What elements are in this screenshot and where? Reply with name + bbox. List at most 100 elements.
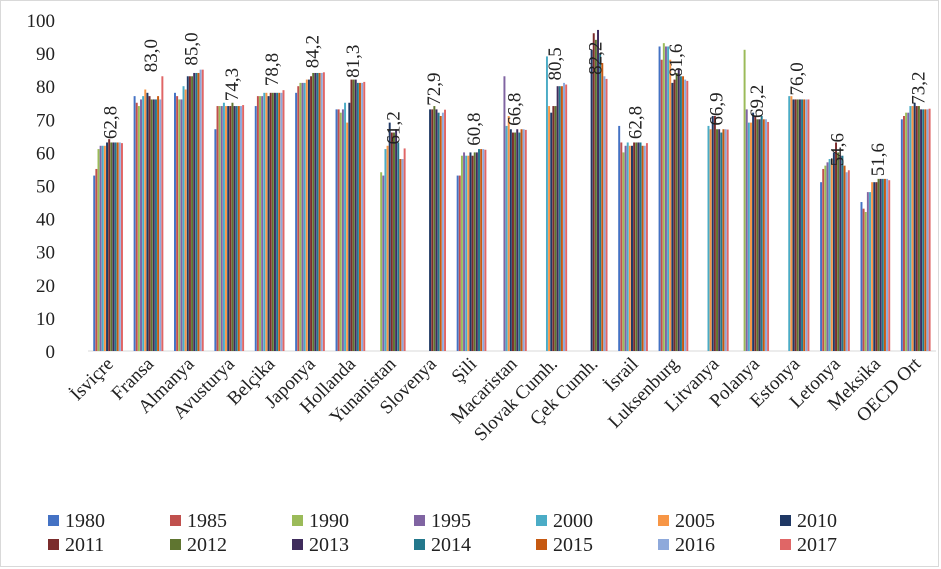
bar <box>550 112 553 352</box>
bar <box>314 72 317 352</box>
legend-swatch <box>658 539 669 550</box>
bar <box>920 109 923 352</box>
bar <box>633 142 636 351</box>
bar <box>137 106 140 351</box>
bar <box>675 72 678 352</box>
bar <box>843 165 846 351</box>
bar <box>320 72 323 352</box>
bar <box>227 106 230 351</box>
data-label: 82,2 <box>585 42 606 75</box>
data-labels: 62,8 83,0 85,0 74,3 78,8 84,2 81,3 61,2 72,9 60,8… <box>101 32 930 176</box>
bar <box>269 92 272 351</box>
bar <box>605 78 608 352</box>
bar <box>796 99 799 351</box>
data-label: 85,0 <box>181 32 202 65</box>
bar <box>713 115 716 352</box>
bar <box>458 175 461 351</box>
bar <box>637 142 640 351</box>
bar <box>686 80 689 352</box>
bar <box>743 49 746 351</box>
bar <box>866 192 869 351</box>
bar <box>762 119 765 351</box>
bar <box>643 145 646 351</box>
bar <box>361 82 364 351</box>
legend-label: 2013 <box>309 534 349 556</box>
bar <box>133 96 136 351</box>
bar <box>242 105 245 351</box>
bar <box>597 29 599 352</box>
bar <box>505 125 508 351</box>
bar <box>792 99 795 351</box>
bar <box>520 129 523 351</box>
data-label: 60,8 <box>464 113 485 146</box>
bar <box>240 106 242 351</box>
bar <box>337 109 340 352</box>
bar <box>305 79 308 351</box>
bar <box>471 155 474 351</box>
bar <box>847 170 850 351</box>
bar <box>524 129 527 351</box>
bar <box>350 79 353 351</box>
y-axis: 0 10 20 30 40 50 60 70 80 90 100 <box>27 11 56 363</box>
bar <box>722 129 725 351</box>
bar <box>140 99 142 351</box>
bar <box>628 145 631 351</box>
bar <box>265 92 268 351</box>
bar <box>299 82 302 351</box>
bar <box>522 129 525 351</box>
bar <box>673 79 676 351</box>
bar <box>188 76 191 352</box>
bar <box>907 112 910 352</box>
bar <box>635 142 638 351</box>
bar <box>191 76 194 352</box>
bar <box>565 84 568 351</box>
bar <box>603 76 606 352</box>
bar <box>662 43 665 352</box>
bar <box>767 121 770 351</box>
data-label: 78,8 <box>262 53 283 86</box>
bar <box>798 99 801 351</box>
bar <box>886 178 889 351</box>
bar <box>322 72 325 352</box>
bar <box>431 109 434 352</box>
bar <box>592 33 595 352</box>
bar <box>456 175 459 351</box>
bar <box>144 89 147 351</box>
bar <box>556 86 559 351</box>
bar <box>256 96 259 351</box>
bar <box>924 109 927 352</box>
bar <box>297 86 300 351</box>
bar <box>346 122 349 351</box>
bar <box>788 96 791 351</box>
bar <box>841 155 844 351</box>
bar <box>545 56 548 351</box>
bar <box>403 148 406 351</box>
bar <box>667 46 670 351</box>
data-label: 66,8 <box>505 93 526 126</box>
data-label: 69,2 <box>747 85 768 118</box>
bar <box>507 115 510 352</box>
bar <box>161 76 164 352</box>
data-label: 62,8 <box>626 106 647 139</box>
bar <box>548 106 551 351</box>
legend-label: 2014 <box>431 534 471 556</box>
bar <box>750 122 752 351</box>
bar <box>671 82 674 351</box>
bar <box>620 142 623 351</box>
data-label: 73,2 <box>908 71 929 104</box>
legend-swatch <box>536 515 547 526</box>
bar <box>518 132 521 351</box>
bar <box>214 129 217 351</box>
bar <box>135 102 138 351</box>
bar <box>514 132 517 351</box>
bar <box>142 96 145 351</box>
bar <box>747 122 750 351</box>
bar <box>590 49 593 351</box>
bar <box>312 72 315 352</box>
y-tick-label: 40 <box>36 210 55 231</box>
bar <box>220 106 223 351</box>
bar <box>594 39 597 352</box>
bar <box>875 182 878 351</box>
data-label: 76,0 <box>787 62 808 95</box>
